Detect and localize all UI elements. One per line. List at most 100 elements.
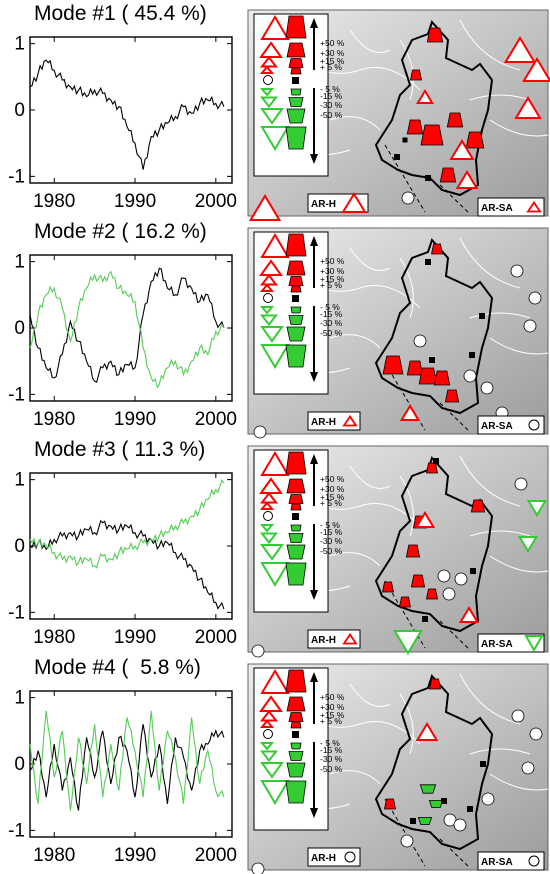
station-label-icon	[524, 635, 544, 653]
trapezoid-marker	[406, 119, 424, 135]
legend-label: -15 %	[320, 91, 343, 101]
triangle-down-marker	[517, 536, 539, 553]
legend-trapezoid-up	[285, 233, 307, 257]
legend-trapezoid-up	[288, 276, 304, 286]
mode-title: Mode #3 ( 11.3 %)	[34, 438, 206, 461]
legend-arrowhead	[310, 454, 318, 464]
triangle-up-marker	[503, 36, 537, 63]
square-marker	[467, 806, 473, 812]
x-tick-label: 1980	[33, 627, 75, 648]
triangle-down-marker	[526, 500, 548, 517]
series-line	[29, 478, 225, 569]
legend-triangle-up	[260, 15, 290, 40]
trapezoid-marker	[431, 243, 443, 255]
trapezoid-marker	[417, 816, 433, 826]
trapezoid-marker	[406, 360, 424, 376]
river	[489, 555, 549, 573]
legend-triangle-down	[260, 126, 290, 151]
y-tick-label: 0	[14, 318, 25, 339]
trapezoid-marker	[439, 167, 457, 183]
legend-triangle-up	[259, 501, 275, 510]
river	[459, 673, 521, 725]
square-marker	[469, 352, 475, 358]
mode-graphics: 1 0 -1 1980 1990 2000 +50 %+30 %+15 %+ 5 % - 5 …	[8, 663, 549, 874]
series-line	[29, 267, 225, 384]
circle-marker	[528, 291, 542, 305]
station-label: AR-SA	[481, 857, 513, 868]
x-tick-label: 1990	[114, 191, 156, 212]
series-line	[29, 519, 225, 610]
legend-triangle-up	[260, 669, 290, 694]
legend-trapezoid-down	[286, 326, 306, 342]
river	[349, 465, 391, 489]
legend-trapezoid-down	[285, 780, 307, 804]
circle-marker	[251, 862, 265, 874]
legend-label: + 5 %	[320, 716, 342, 726]
x-tick-label: 2000	[195, 191, 237, 212]
dashed-line	[384, 144, 426, 213]
legend-label: -15 %	[320, 745, 343, 755]
y-tick-label: 1	[14, 470, 25, 491]
mode-panel-2: Mode #2 ( 16.2 %) 1 0 -1 1980 1990 2000 +50 % +3…	[0, 218, 550, 439]
square-marker	[425, 259, 431, 265]
circle-marker	[401, 191, 415, 205]
legend-trapezoid-up	[285, 15, 307, 39]
river	[349, 247, 391, 271]
legend-circle	[263, 293, 273, 303]
legend-label: +15 %	[320, 274, 345, 284]
legend-triangle-down	[259, 532, 279, 545]
legend-label: +50 %	[320, 474, 345, 484]
legend-trapezoid-down	[290, 524, 302, 532]
trapezoid-marker	[410, 574, 426, 588]
triangle-up-marker	[415, 722, 439, 741]
legend-trapezoid-down	[286, 108, 306, 124]
legend-triangle-down	[259, 306, 275, 315]
y-tick-label: 0	[14, 754, 25, 775]
square-marker	[441, 798, 447, 804]
legend-trapezoid-down	[285, 344, 307, 368]
mode-title: Mode #2 ( 16.2 %)	[34, 220, 207, 243]
circle-marker	[453, 818, 467, 832]
y-tick-label: 0	[14, 536, 25, 557]
circle-marker	[521, 761, 535, 775]
triangle-up-marker	[455, 170, 479, 189]
legend-triangle-down	[260, 762, 284, 779]
station-label-icon	[342, 414, 358, 427]
x-tick-label: 2000	[195, 845, 237, 866]
legend-label: + 5 %	[320, 498, 342, 508]
x-tick-label: 1990	[114, 409, 156, 430]
station-label-icon	[344, 851, 356, 863]
legend-triangle-down	[260, 326, 284, 343]
legend-trapezoid-up	[290, 67, 302, 75]
legend-triangle-up	[259, 41, 283, 58]
legend-label: +15 %	[320, 710, 345, 720]
series-line	[29, 710, 225, 811]
trapezoid-marker	[382, 355, 404, 375]
legend-trapezoid-down	[288, 97, 304, 107]
river	[329, 552, 381, 567]
station-label: AR-SA	[481, 203, 513, 214]
legend-trapezoid-up	[290, 285, 302, 293]
station-label: AR-H	[311, 635, 336, 646]
station-label-icon	[528, 855, 540, 867]
trapezoid-marker	[428, 799, 444, 809]
river	[469, 312, 531, 319]
legend-triangle-down	[259, 314, 279, 327]
legend-triangle-up	[259, 477, 283, 494]
station-label-icon	[528, 419, 540, 431]
legend-label: +30 %	[320, 702, 345, 712]
legend-trapezoid-down	[290, 306, 302, 314]
circle-marker	[442, 587, 456, 601]
legend-label: - 5 %	[320, 84, 340, 94]
legend-trapezoid-down	[288, 533, 304, 543]
square-marker	[479, 313, 485, 319]
trapezoid-marker	[419, 784, 437, 794]
river	[399, 693, 414, 755]
mode-graphics: 1 0 -1 1980 1990 2000 +50 %+30 %+15 %+ 5 % - 5 …	[8, 445, 549, 658]
mode-panel-3: Mode #3 ( 11.3 %) 1 0 -1 1980 1990 2000 +50 % +3…	[0, 436, 550, 658]
legend-label: -50 %	[320, 764, 343, 774]
station-label: AR-H	[311, 199, 336, 210]
mode-graphics: 1 0 -1 1980 1990 2000 +50 %+30 %+15 %+ 5 % - 5 …	[8, 9, 550, 221]
river	[469, 530, 531, 537]
circle-marker	[523, 319, 537, 333]
